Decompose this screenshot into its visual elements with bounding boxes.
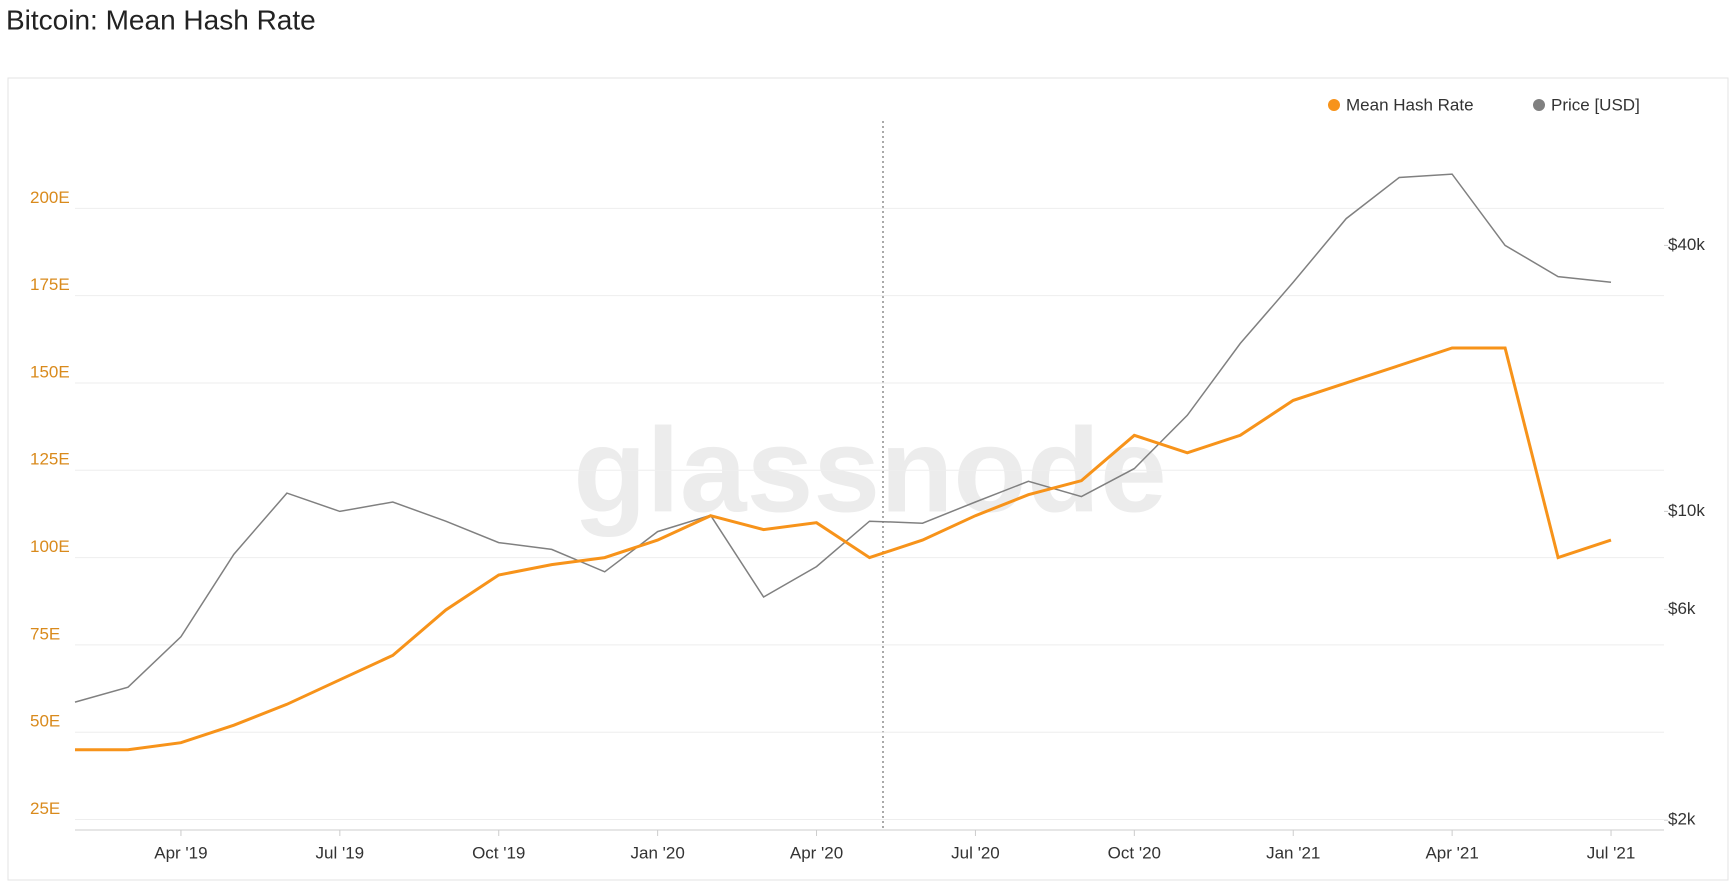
- x-tick-label: Oct '19: [472, 843, 525, 862]
- legend-marker: [1328, 99, 1340, 111]
- y2-tick-label: $6k: [1668, 599, 1696, 618]
- y-tick-label: 175E: [30, 275, 70, 294]
- y-tick-label: 50E: [30, 712, 60, 731]
- legend-label: Mean Hash Rate: [1346, 95, 1474, 114]
- chart-title: Bitcoin: Mean Hash Rate: [6, 4, 316, 35]
- series-line: [75, 346, 1612, 752]
- x-tick-label: Apr '20: [790, 843, 843, 862]
- series-line: [74, 173, 1612, 703]
- y-tick-label: 75E: [30, 624, 60, 643]
- legend-label: Price [USD]: [1551, 95, 1640, 114]
- y-tick-label: 100E: [30, 537, 70, 556]
- y-tick-label: 125E: [30, 450, 70, 469]
- y2-tick-label: $2k: [1668, 810, 1696, 829]
- x-tick-label: Jul '19: [316, 843, 365, 862]
- x-tick-label: Jul '21: [1587, 843, 1636, 862]
- chart-frame: [7, 77, 1729, 881]
- x-tick-label: Jan '21: [1266, 843, 1320, 862]
- legend-marker: [1533, 99, 1545, 111]
- y2-tick-label: $40k: [1668, 235, 1705, 254]
- x-tick-label: Jul '20: [951, 843, 1000, 862]
- y-tick-label: 150E: [30, 362, 70, 381]
- y2-tick-label: $10k: [1668, 501, 1705, 520]
- y-tick-label: 200E: [30, 188, 70, 207]
- y-tick-label: 25E: [30, 799, 60, 818]
- x-tick-label: Jan '20: [630, 843, 684, 862]
- x-tick-label: Apr '19: [154, 843, 207, 862]
- x-tick-label: Apr '21: [1425, 843, 1478, 862]
- x-tick-label: Oct '20: [1108, 843, 1161, 862]
